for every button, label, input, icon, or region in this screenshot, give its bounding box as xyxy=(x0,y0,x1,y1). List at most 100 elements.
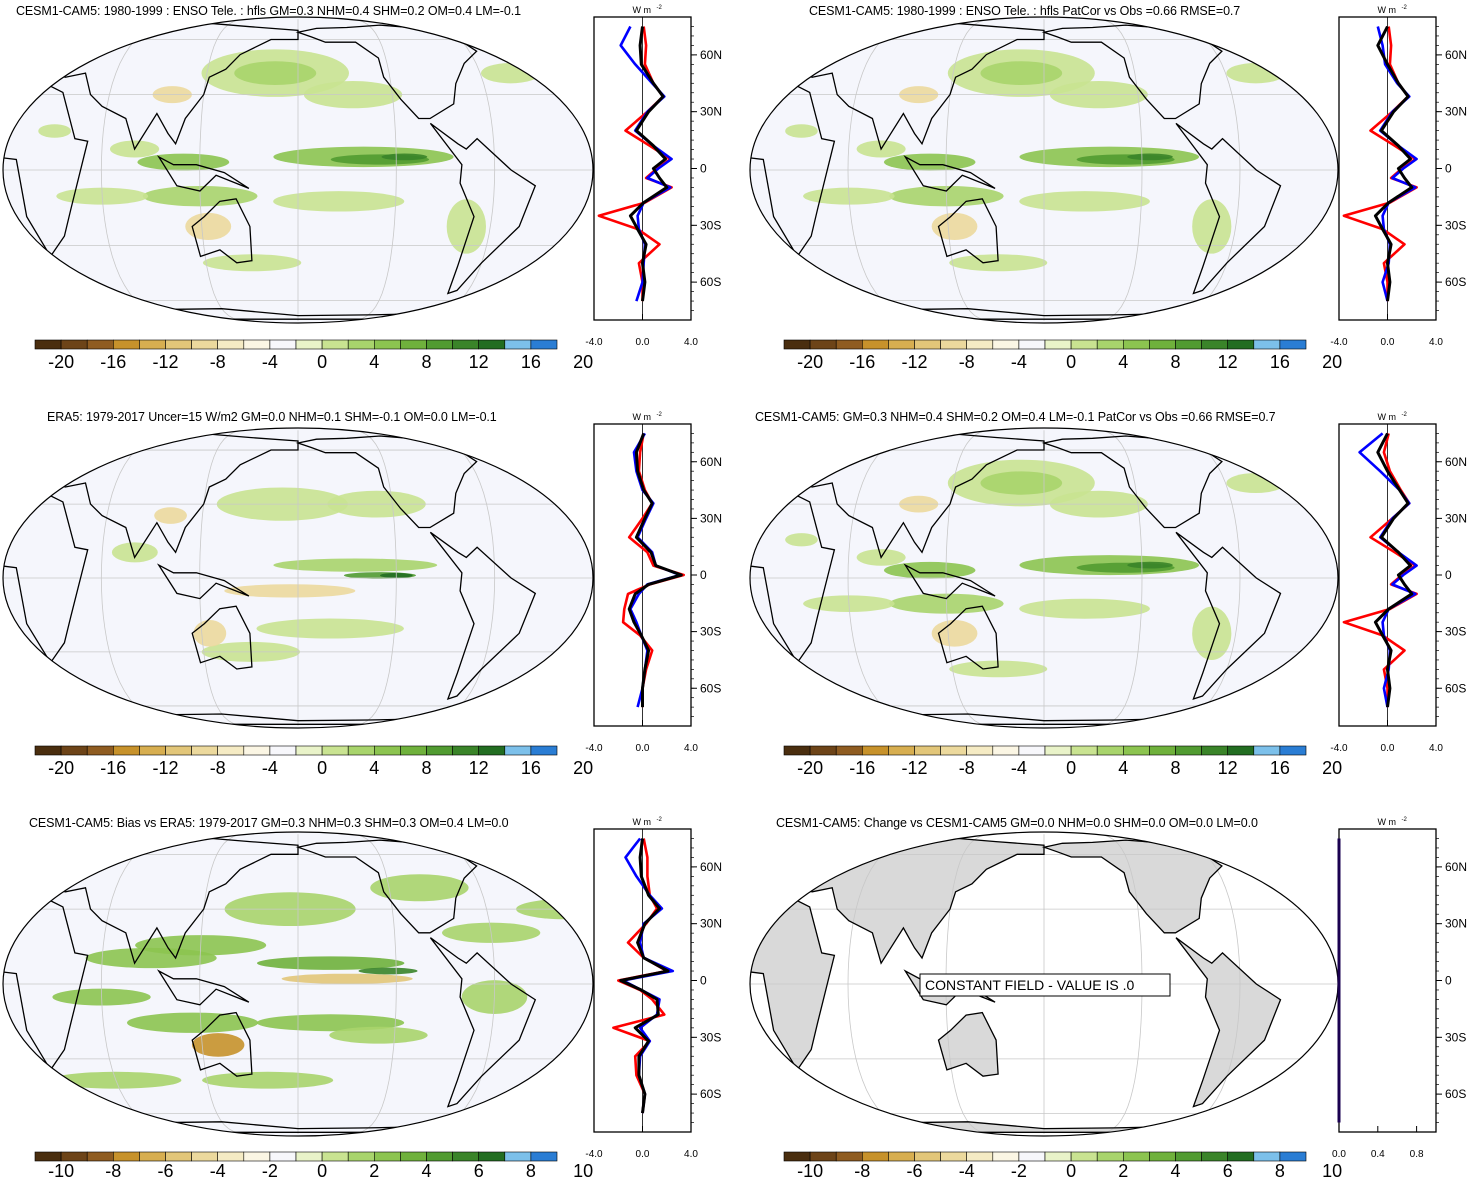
gridline xyxy=(349,833,397,1135)
colorbar-swatch xyxy=(373,745,401,756)
colorbar-label: 4 xyxy=(1170,1161,1180,1181)
profile-unit-label: W m xyxy=(1378,5,1397,15)
y-tick-label: 0 xyxy=(700,568,707,582)
colorbar-label: -12 xyxy=(152,758,178,778)
colorbar-label: -20 xyxy=(48,352,74,372)
colorbar: -20 -16 -12 -8 -4 0 4 8 12 16 20 xyxy=(783,745,1342,778)
gridline xyxy=(349,429,397,727)
colorbar-label: -4 xyxy=(959,1161,975,1181)
panel-4: CESM1-CAM5: GM=0.3 NHM=0.4 SHM=0.2 OM=0.… xyxy=(742,406,1483,801)
contour-fill xyxy=(446,199,487,254)
coastline xyxy=(191,1011,253,1077)
constant-field-label: CONSTANT FIELD - VALUE IS .0 xyxy=(925,977,1134,993)
colorbar-swatch xyxy=(269,1151,297,1162)
y-tick-label: 0 xyxy=(1445,162,1452,176)
y-tick-label: 60S xyxy=(700,275,721,289)
contour-fill xyxy=(193,620,227,647)
colorbar-label: 16 xyxy=(521,758,541,778)
colorbar-label: 20 xyxy=(1322,352,1342,372)
colorbar-swatch xyxy=(295,745,323,756)
colorbar-label: 12 xyxy=(1218,758,1238,778)
colorbar-swatch xyxy=(1018,339,1046,350)
colorbar-swatch xyxy=(940,1151,968,1162)
colorbar-swatch xyxy=(1279,745,1307,756)
x-tick-label: 4.0 xyxy=(1429,337,1443,348)
x-tick-label: 4.0 xyxy=(684,1149,698,1160)
contour-fill xyxy=(256,956,405,970)
colorbar-swatch xyxy=(1149,339,1176,350)
contour-fill xyxy=(358,967,418,975)
coastline xyxy=(937,198,999,264)
profile-unit-exponent: -2 xyxy=(1402,5,1408,11)
colorbar-swatch xyxy=(1175,1151,1202,1162)
y-tick-label: 60S xyxy=(1445,1087,1466,1101)
gridline xyxy=(349,18,397,322)
x-tick-label: 0.4 xyxy=(1371,1149,1385,1160)
map-panel-6: CONSTANT FIELD - VALUE IS .0 -10 -8 -6 -4 -2 0… xyxy=(749,831,1342,1181)
colorbar-swatch xyxy=(862,745,889,756)
colorbar-label: -12 xyxy=(152,352,178,372)
colorbar-swatch xyxy=(347,745,375,756)
contour-fill xyxy=(1226,473,1286,494)
colorbar-swatch xyxy=(1070,339,1098,350)
colorbar-label: 16 xyxy=(1270,758,1290,778)
colorbar-label: 8 xyxy=(421,758,431,778)
colorbar-swatch xyxy=(34,745,62,756)
colorbar-swatch xyxy=(530,1151,558,1162)
map-panel-4: -20 -16 -12 -8 -4 0 4 8 12 16 20 xyxy=(749,427,1342,778)
coastline xyxy=(429,531,537,701)
colorbar-swatch xyxy=(809,1151,837,1162)
colorbar: -20 -16 -12 -8 -4 0 4 8 12 16 20 xyxy=(34,745,593,778)
colorbar: -10 -8 -6 -4 -2 0 2 4 6 8 10 xyxy=(34,1151,593,1181)
colorbar-label: -8 xyxy=(210,352,226,372)
profile-unit-label: W m xyxy=(633,5,652,15)
profile-frame xyxy=(1338,828,1437,1133)
x-tick-label: 0.0 xyxy=(1381,743,1395,754)
colorbar-swatch xyxy=(295,339,323,350)
map-border xyxy=(749,427,1339,729)
colorbar-swatch xyxy=(191,1151,219,1162)
colorbar-swatch xyxy=(165,745,192,756)
colorbar-label: -16 xyxy=(100,758,126,778)
colorbar-swatch xyxy=(86,339,114,350)
colorbar-swatch xyxy=(60,745,88,756)
profile-unit-label: W m xyxy=(1378,817,1397,827)
profile-series-line xyxy=(619,838,670,1114)
colorbar-swatch xyxy=(452,1151,480,1162)
panel-title: CESM1-CAM5: Change vs CESM1-CAM5 GM=0.0 … xyxy=(776,816,1258,830)
y-tick-label: 0 xyxy=(700,974,707,988)
panel-title: CESM1-CAM5: 1980-1999 : ENSO Tele. : hfl… xyxy=(809,4,1241,18)
colorbar-swatch xyxy=(191,339,219,350)
gridline xyxy=(945,429,993,727)
x-tick-label: 0.0 xyxy=(636,1149,650,1160)
coastline xyxy=(429,122,537,295)
contour-fill xyxy=(949,660,1048,678)
colorbar-swatch xyxy=(321,745,349,756)
colorbar-swatch xyxy=(1227,1151,1255,1162)
colorbar: -20 -16 -12 -8 -4 0 4 8 12 16 20 xyxy=(34,339,593,372)
contour-fill xyxy=(185,212,232,241)
colorbar-label: 0 xyxy=(317,1161,327,1181)
colorbar-label: 10 xyxy=(1322,1161,1342,1181)
coastline xyxy=(191,605,253,670)
colorbar-label: 12 xyxy=(469,758,489,778)
land-shading xyxy=(1176,937,1281,1107)
contour-fill xyxy=(1226,62,1286,84)
profile-unit-label: W m xyxy=(633,817,652,827)
y-tick-label: 0 xyxy=(1445,974,1452,988)
colorbar-swatch xyxy=(217,339,245,350)
colorbar-label: 0 xyxy=(1066,352,1076,372)
colorbar-label: -20 xyxy=(797,352,823,372)
colorbar-label: -8 xyxy=(105,1161,121,1181)
profile-unit-label: W m xyxy=(1378,412,1397,422)
colorbar-label: 12 xyxy=(469,352,489,372)
contour-fill xyxy=(202,254,302,272)
y-tick-label: 30S xyxy=(1445,1030,1466,1044)
colorbar-swatch xyxy=(1253,339,1281,350)
colorbar-swatch xyxy=(1201,745,1229,756)
colorbar-swatch xyxy=(1070,745,1098,756)
coastline xyxy=(903,563,996,600)
colorbar-label: -12 xyxy=(901,758,927,778)
contour-fill xyxy=(1019,191,1150,212)
